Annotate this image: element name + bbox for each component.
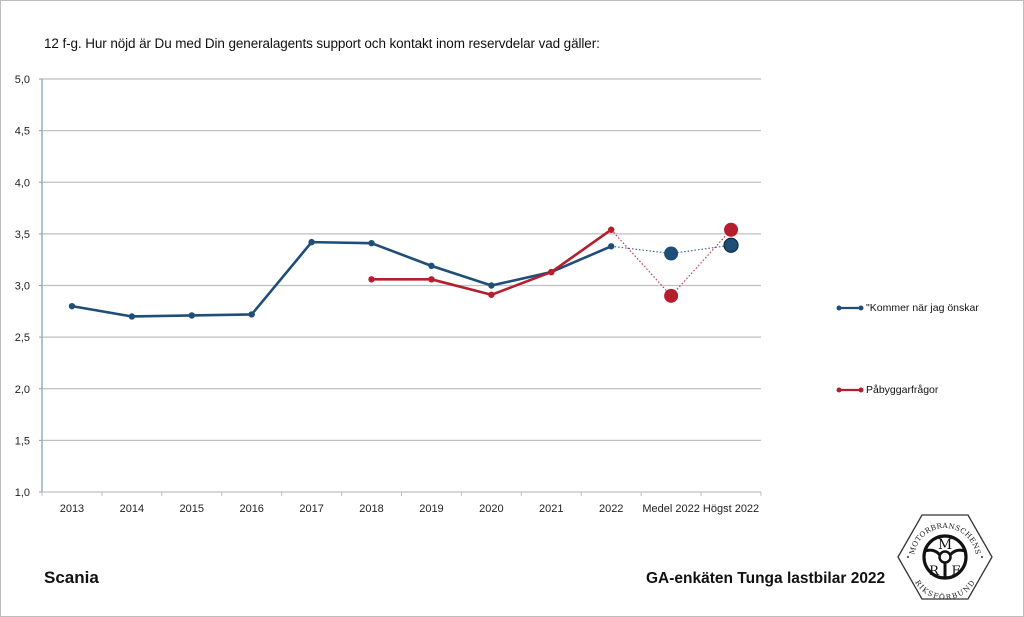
x-axis-ticks: 2013 2014 2015 2016 2017 2018 2019 2020 2021 2022… [60,503,759,515]
x-tick-label: 2014 [120,503,144,515]
y-tick-label: 2,0 [15,384,30,396]
logo-letter-m: M [938,537,952,553]
medel-marker [664,246,679,261]
data-point [428,276,435,283]
data-point [368,276,375,283]
axes [39,78,762,496]
data-point [308,238,315,246]
brand-name: Scania [44,568,99,587]
chart-title: 12 f-g. Hur nöjd är Du med Din generalag… [44,36,600,51]
legend-label: "Kommer när jag önskar [866,302,979,314]
hogst-marker [724,222,739,237]
y-tick-label: 5,0 [15,74,30,86]
gridlines [42,78,761,441]
x-tick-label: 2021 [539,503,563,515]
legend-swatch-blue [836,305,864,311]
data-point [608,226,615,233]
y-tick-label: 2,5 [15,332,30,344]
data-point [608,243,615,250]
x-tick-label: 2018 [359,503,383,515]
x-tick-label: 2019 [419,503,443,515]
hogst-marker [723,237,739,253]
y-axis-ticks: 1,0 1,5 2,0 2,5 3,0 3,5 4,0 4,5 5,0 [15,74,30,499]
data-point [548,268,555,276]
data-point [428,262,435,270]
y-tick-label: 1,5 [15,435,30,447]
logo-letter-f: F [951,564,960,579]
medel-marker [664,288,679,303]
series-group [68,222,739,320]
series-line [71,240,612,318]
series-1 [368,222,739,303]
data-point [128,313,136,320]
x-tick-label: Medel 2022 [642,503,700,515]
x-tick-label: 2022 [599,503,623,515]
mrf-logo: MOTORBRANSCHENS RIKSFÖRBUND M R F [897,514,993,601]
series-0 [68,237,739,320]
legend-item-pabyggar: Påbyggarfrågor [836,384,938,396]
x-tick-label: 2016 [239,503,263,515]
data-point [368,239,375,247]
logo-letter-r: R [929,564,940,579]
data-point [68,302,76,310]
x-tick-label: 2013 [60,503,84,515]
legend-item-kommer: "Kommer när jag önskar [836,302,979,314]
y-tick-label: 3,5 [15,229,30,241]
y-tick-label: 4,5 [15,126,30,138]
data-point [188,312,195,319]
legend-label: Påbyggarfrågor [866,384,939,396]
data-point [248,311,255,318]
x-tick-label: 2015 [180,503,204,515]
data-point [488,291,495,298]
y-tick-label: 1,0 [15,487,30,499]
y-tick-label: 3,0 [15,281,30,293]
x-tick-label: 2020 [479,503,503,515]
legend-swatch-red [836,387,864,393]
y-tick-label: 4,0 [15,177,30,189]
survey-title: GA-enkäten Tunga lastbilar 2022 [646,570,886,587]
data-point [488,282,495,289]
x-tick-label: Högst 2022 [703,503,759,515]
x-tick-label: 2017 [299,503,323,515]
